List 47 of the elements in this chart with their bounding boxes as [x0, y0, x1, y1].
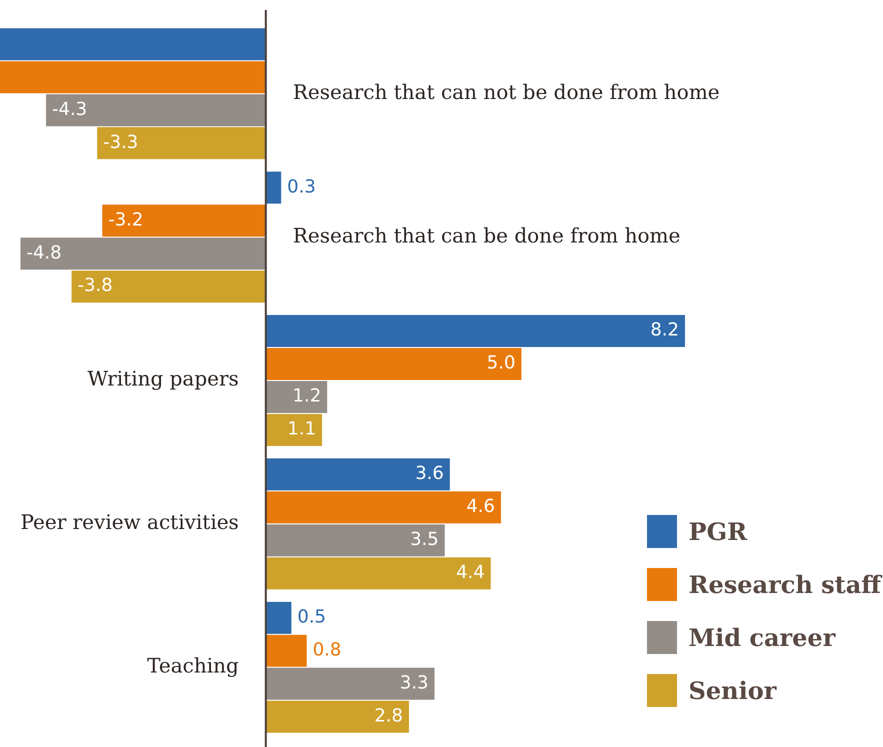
- bar: [0, 28, 266, 60]
- bar: [102, 204, 266, 237]
- bar: [266, 524, 445, 556]
- y-tick-label: Peer review activities: [20, 510, 239, 534]
- data-label: 4.4: [456, 562, 485, 584]
- data-label: -4.3: [52, 98, 88, 120]
- bar: [72, 270, 266, 303]
- y-tick-label: Research that can not be done from home: [292, 80, 720, 104]
- legend-label: Mid career: [688, 623, 836, 652]
- data-label: -3.8: [78, 275, 113, 296]
- bar: [266, 602, 292, 634]
- data-label: 3.6: [415, 463, 444, 484]
- bar: [266, 172, 282, 204]
- y-tick-label: Teaching: [147, 654, 240, 678]
- data-label: 8.2: [650, 320, 679, 341]
- bar: [266, 668, 435, 700]
- data-label: 5.0: [486, 352, 516, 374]
- bar: [266, 700, 409, 733]
- data-label: 1.2: [292, 386, 322, 407]
- y-tick-label: Writing papers: [88, 366, 239, 391]
- data-label: 0.3: [287, 176, 316, 198]
- bar: [46, 94, 266, 126]
- data-label: -4.8: [26, 242, 62, 264]
- legend-label: Senior: [688, 676, 776, 705]
- data-label: 2.8: [374, 705, 403, 726]
- data-label: 3.5: [410, 529, 439, 550]
- y-tick-label: Research that can be done from home: [292, 223, 680, 248]
- data-label: -3.2: [108, 209, 144, 230]
- bar: [266, 380, 328, 413]
- bar: [266, 348, 522, 380]
- data-label: -3.3: [103, 132, 138, 153]
- bar: [266, 414, 322, 446]
- data-label: 4.6: [466, 496, 495, 518]
- data-label: 3.3: [400, 672, 429, 694]
- legend-label: PGR: [688, 517, 748, 546]
- bar: [266, 458, 450, 490]
- bar: [266, 315, 685, 348]
- data-label: 0.5: [297, 606, 326, 628]
- data-label: 0.8: [312, 639, 342, 660]
- bar: [0, 61, 266, 94]
- data-label: 1.1: [287, 418, 316, 440]
- bar: [266, 491, 501, 524]
- bar: [97, 127, 266, 160]
- bar: [266, 634, 307, 667]
- bar: [20, 238, 266, 270]
- legend-label: Research staff: [688, 570, 881, 599]
- bar: [266, 557, 491, 590]
